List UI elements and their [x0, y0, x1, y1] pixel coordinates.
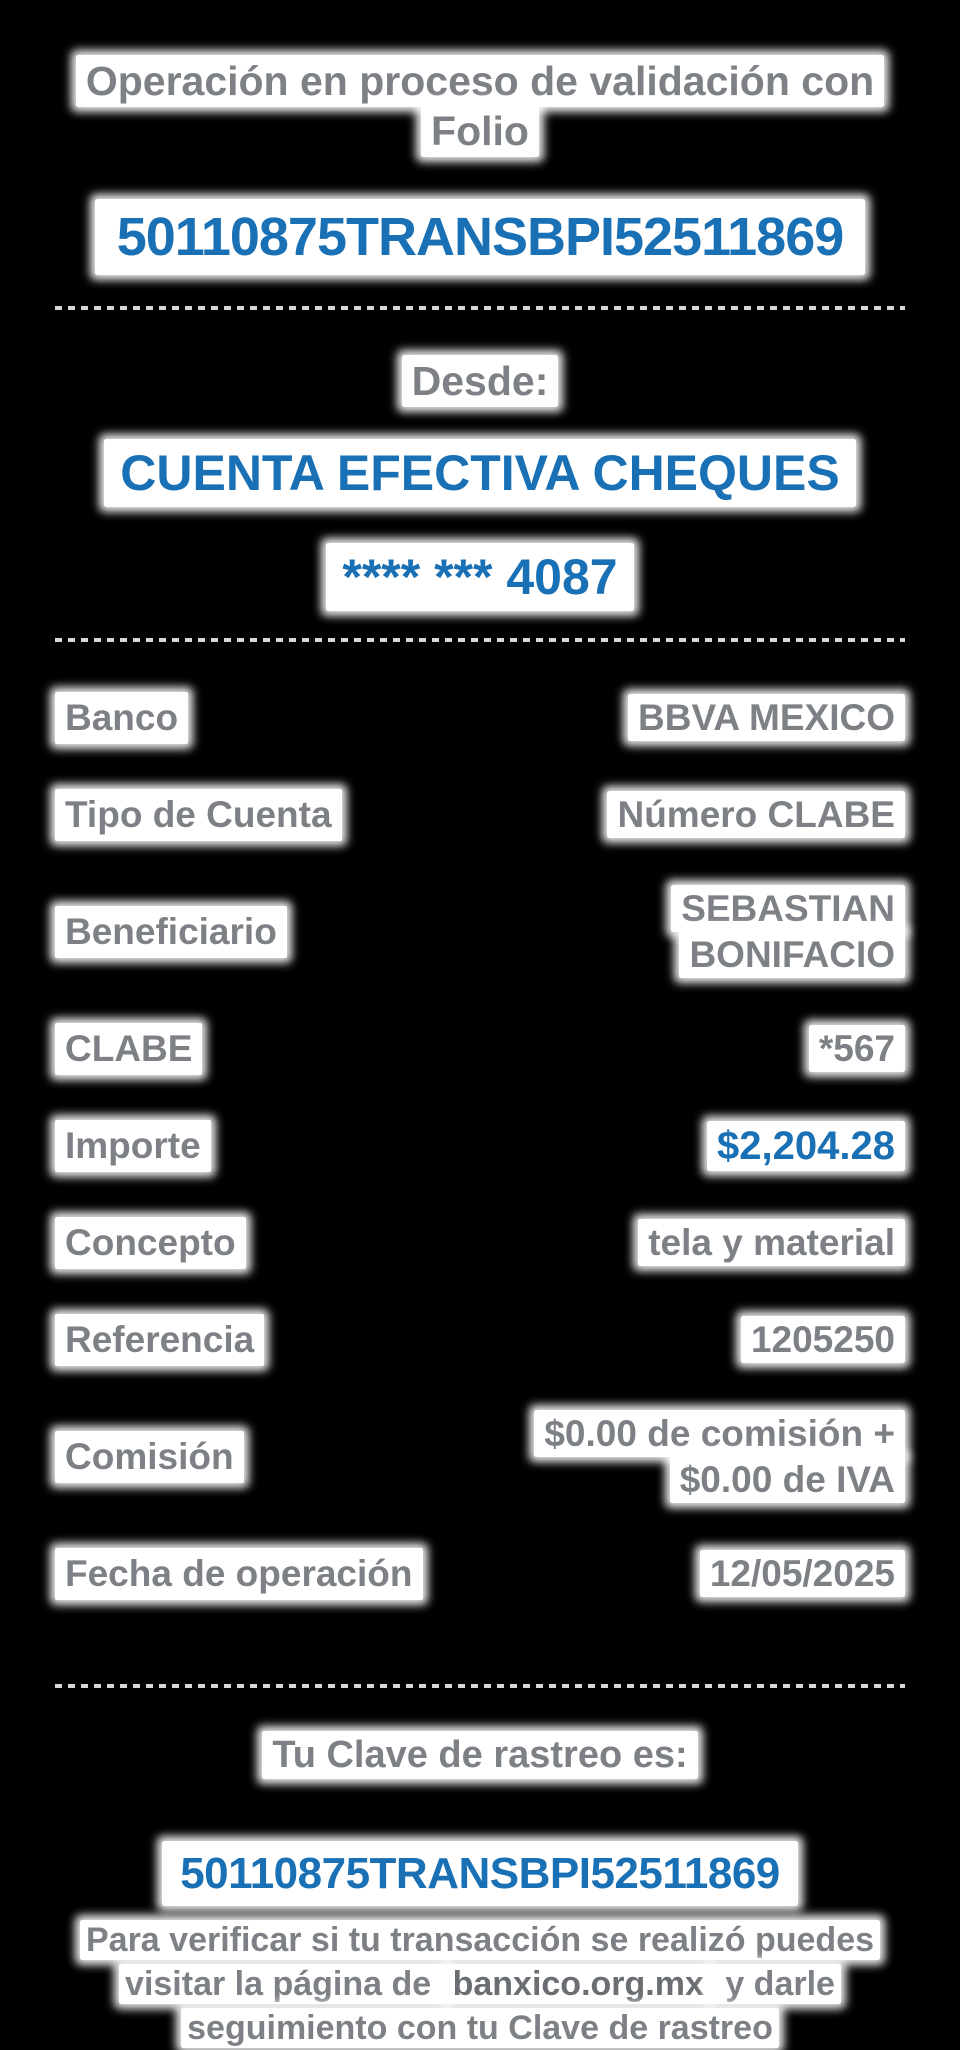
tracking-key-line: 50110875TRANSBPI52511869: [55, 1841, 905, 1906]
status-title-line: Operación en proceso de validación con F…: [55, 55, 905, 157]
banxico-note: Para verificar si tu transacción se real…: [65, 1918, 895, 2050]
row-label: Importe: [55, 1120, 211, 1172]
row-beneficiario: Beneficiario SEBASTIAN BONIFACIO: [55, 885, 905, 978]
from-label-line: Desde:: [55, 355, 905, 407]
row-label: Fecha de operación: [55, 1548, 423, 1600]
tracking-title-line: Tu Clave de rastreo es:: [55, 1731, 905, 1779]
row-value: 12/05/2025: [699, 1550, 905, 1597]
row-label: Concepto: [55, 1217, 246, 1269]
status-title: Operación en proceso de validación con F…: [75, 55, 885, 157]
row-value: 1205250: [740, 1316, 905, 1363]
row-label: Banco: [55, 692, 189, 744]
divider: [55, 638, 905, 642]
row-value: tela y material: [638, 1219, 905, 1266]
row-label: Beneficiario: [55, 906, 287, 958]
from-account-line: CUENTA EFECTIVA CHEQUES: [55, 439, 905, 507]
tracking-title: Tu Clave de rastreo es:: [262, 1731, 698, 1779]
row-value: BBVA MEXICO: [628, 694, 905, 741]
row-label: CLABE: [55, 1023, 203, 1075]
folio-number: 50110875TRANSBPI52511869: [94, 199, 866, 275]
from-label: Desde:: [401, 355, 559, 407]
row-label: Comisión: [55, 1431, 244, 1483]
divider: [55, 1684, 905, 1688]
from-account-mask-line: **** *** 4087: [55, 543, 905, 611]
row-clabe: CLABE *567: [55, 1023, 905, 1075]
row-banco: Banco BBVA MEXICO: [55, 692, 905, 744]
row-label: Referencia: [55, 1314, 265, 1366]
row-value: Número CLABE: [607, 791, 905, 838]
tracking-key: 50110875TRANSBPI52511869: [162, 1841, 798, 1906]
row-value-amount: $2,204.28: [707, 1121, 905, 1171]
from-account-name: CUENTA EFECTIVA CHEQUES: [104, 439, 856, 507]
row-referencia: Referencia 1205250: [55, 1314, 905, 1366]
row-value: $0.00 de comisión + $0.00 de IVA: [534, 1410, 905, 1503]
row-tipo-de-cuenta: Tipo de Cuenta Número CLABE: [55, 789, 905, 841]
row-fecha-de-operacion: Fecha de operación 12/05/2025: [55, 1548, 905, 1600]
row-comision: Comisión $0.00 de comisión + $0.00 de IV…: [55, 1410, 905, 1503]
row-value: *567: [808, 1025, 905, 1072]
divider: [55, 306, 905, 310]
detail-rows: Banco BBVA MEXICO Tipo de Cuenta Número …: [55, 692, 905, 1600]
row-importe: Importe $2,204.28: [55, 1120, 905, 1172]
row-concepto: Concepto tela y material: [55, 1217, 905, 1269]
folio-line: 50110875TRANSBPI52511869: [55, 199, 905, 275]
row-value: SEBASTIAN BONIFACIO: [671, 885, 905, 978]
from-account-mask: **** *** 4087: [326, 543, 634, 611]
banxico-link[interactable]: banxico.org.mx: [446, 1964, 710, 2004]
row-label: Tipo de Cuenta: [55, 789, 342, 841]
